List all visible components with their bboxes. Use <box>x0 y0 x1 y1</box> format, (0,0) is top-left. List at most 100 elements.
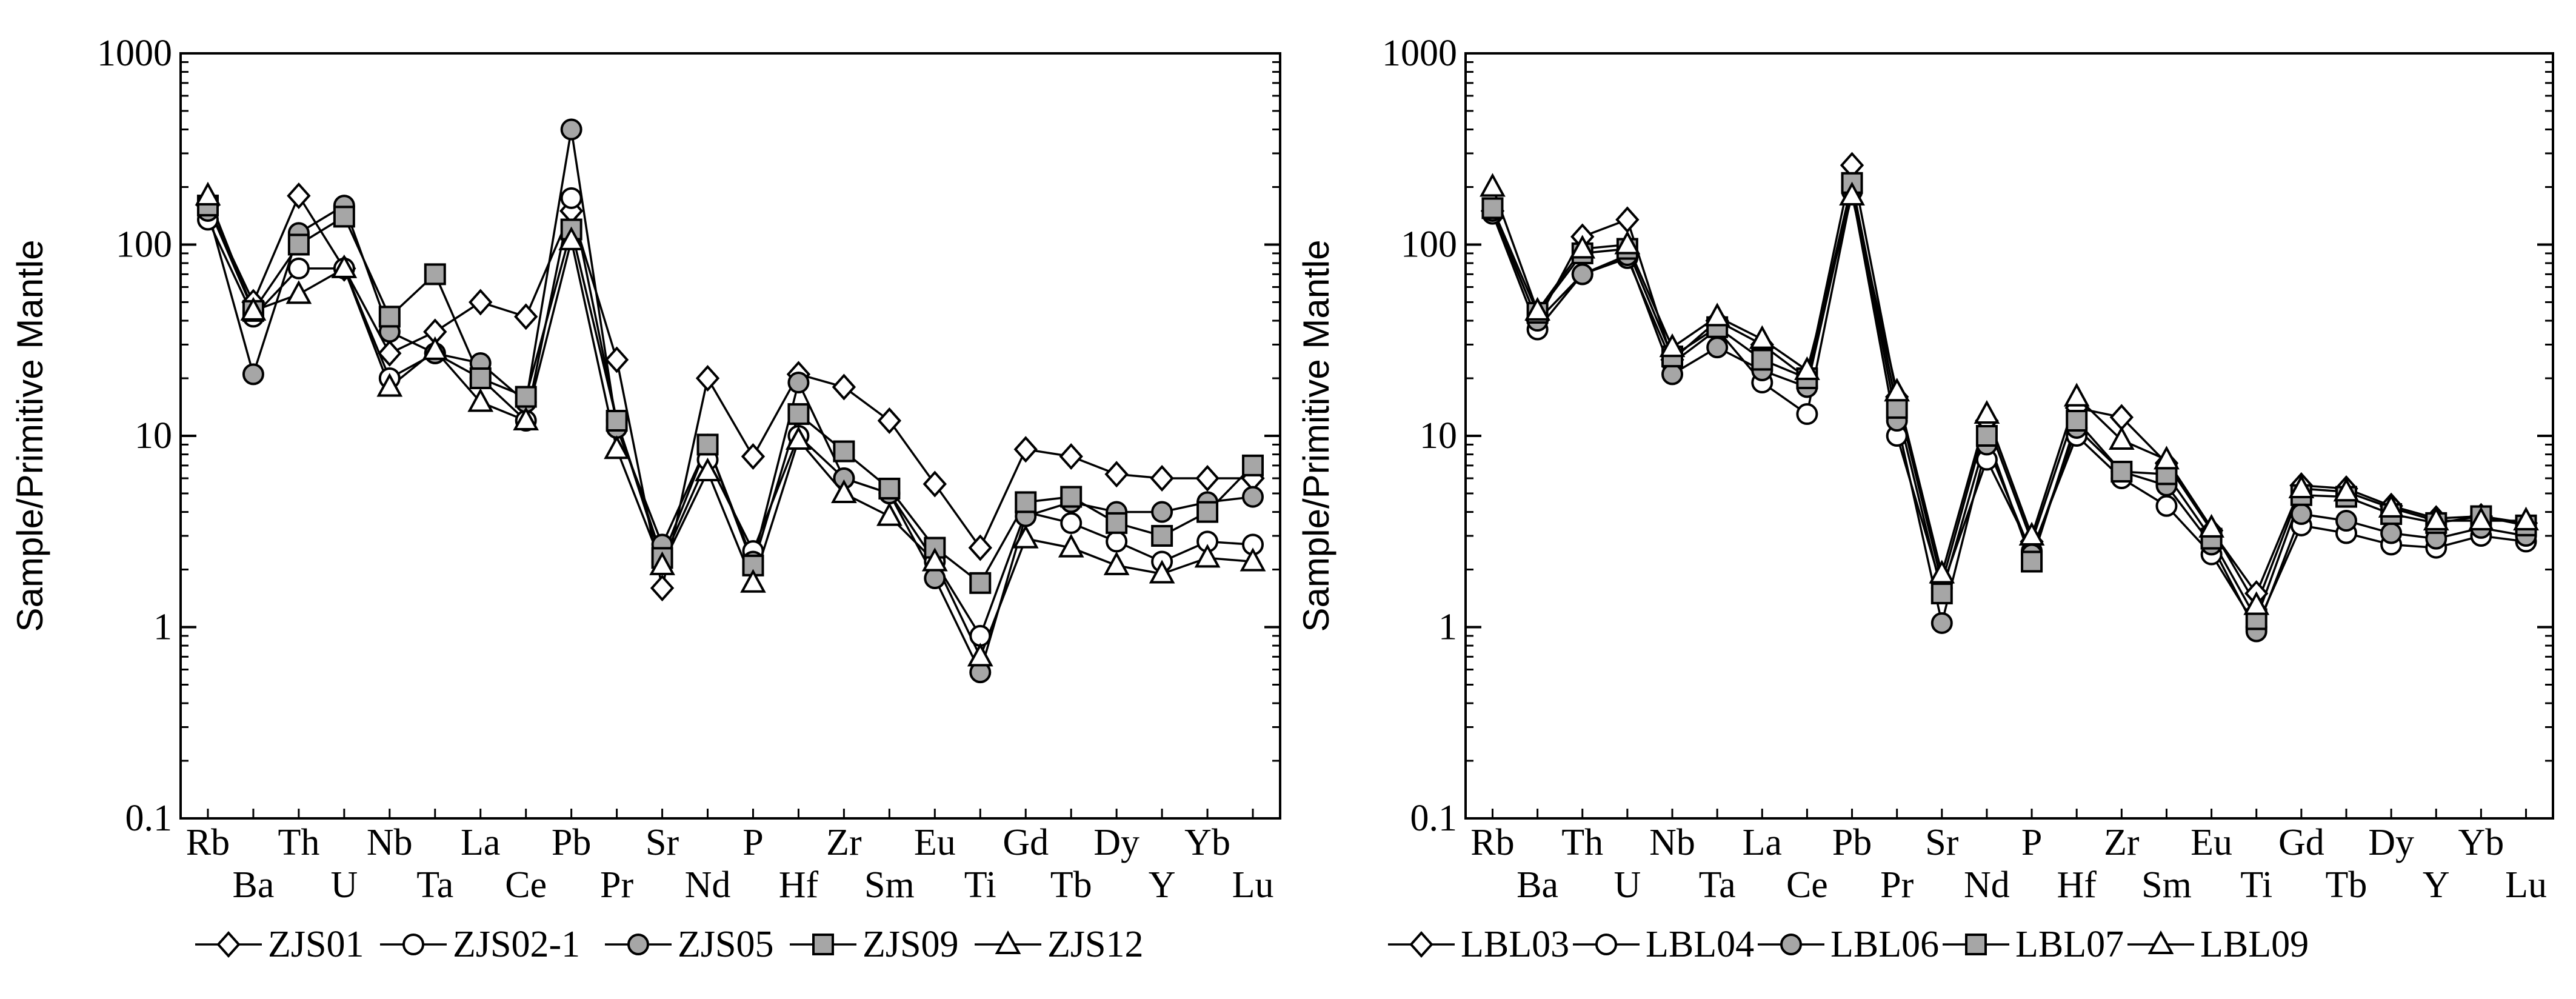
legend-marker-zjs12 <box>995 930 1021 954</box>
point-lbl09-u <box>1614 230 1641 255</box>
series-line-lbl04 <box>1491 191 2526 630</box>
point-lbl09-eu <box>2198 513 2224 538</box>
legend-item-zjs01: ZJS01 <box>195 924 364 965</box>
point-zjs12-ba <box>240 296 267 321</box>
point-zjs09-ta <box>424 263 446 286</box>
point-zjs01-yb <box>1195 464 1220 492</box>
y-tick-label: 100 <box>116 224 172 266</box>
point-zjs09-zr <box>833 440 855 463</box>
x-category-label-la: La <box>461 822 500 863</box>
point-zjs02-1-pb <box>560 187 582 209</box>
legend-label-zjs05: ZJS05 <box>678 924 773 965</box>
point-zjs12-lu <box>1240 547 1266 572</box>
x-category-label-ba: Ba <box>232 864 274 906</box>
point-zjs09-dy <box>1106 512 1128 534</box>
point-zjs12-pr <box>604 435 630 459</box>
point-lbl07-sr <box>1930 582 1953 604</box>
x-category-label-eu: Eu <box>2191 822 2232 863</box>
x-category-label-pb: Pb <box>1832 822 1872 863</box>
x-category-label-hf: Hf <box>2057 864 2097 906</box>
point-lbl09-pr <box>1884 378 1910 402</box>
point-lbl09-ta <box>1704 302 1730 327</box>
point-zjs09-la <box>469 367 492 390</box>
x-category-label-ti: Ti <box>964 864 996 906</box>
point-zjs09-pr <box>606 410 628 432</box>
point-lbl09-sr <box>1929 560 1955 584</box>
legend-label-zjs01: ZJS01 <box>268 924 364 965</box>
legend-label-zjs09: ZJS09 <box>863 924 958 965</box>
point-lbl04-sm <box>2155 495 2178 517</box>
y-tick-label: 1000 <box>1382 33 1457 74</box>
point-zjs01-sr <box>650 575 675 602</box>
point-zjs01-zr <box>832 373 856 401</box>
point-lbl07-nd <box>1975 425 1998 447</box>
legend-marker-zjs02-1 <box>402 934 424 955</box>
legend-marker-lbl03 <box>1409 931 1433 958</box>
point-zjs12-hf <box>786 426 812 450</box>
point-zjs09-hf <box>787 403 810 426</box>
point-lbl03-u <box>1615 206 1640 233</box>
x-category-label-nb: Nb <box>1649 822 1695 863</box>
x-category-label-ba: Ba <box>1517 864 1558 906</box>
point-zjs12-eu <box>921 547 948 572</box>
point-zjs12-dy <box>1103 551 1130 575</box>
point-zjs05-y <box>1151 501 1173 523</box>
point-zjs12-sr <box>649 551 675 575</box>
point-zjs12-rb <box>195 181 221 205</box>
point-zjs12-y <box>1149 560 1175 584</box>
point-zjs09-nb <box>378 306 401 328</box>
point-zjs01-y <box>1150 464 1174 492</box>
point-lbl09-la <box>1749 325 1775 349</box>
x-category-label-ce: Ce <box>505 864 547 906</box>
legend-item-lbl03: LBL03 <box>1388 924 1569 965</box>
x-category-label-pr: Pr <box>1880 864 1914 906</box>
x-category-label-yb: Yb <box>2458 822 2504 863</box>
legend-item-zjs05: ZJS05 <box>605 924 773 965</box>
x-category-label-sr: Sr <box>646 822 679 863</box>
point-zjs09-gd <box>1015 491 1037 513</box>
point-lbl04-ce <box>1796 403 1818 426</box>
x-category-label-p: P <box>742 822 763 863</box>
point-zjs02-1-tb <box>1060 512 1083 534</box>
legend-item-zjs09: ZJS09 <box>790 924 958 965</box>
x-category-label-dy: Dy <box>2368 822 2414 863</box>
x-category-label-lu: Lu <box>2505 864 2547 906</box>
x-category-label-la: La <box>1743 822 1782 863</box>
point-lbl07-rb <box>1481 197 1504 219</box>
legend-item-lbl06: LBL06 <box>1758 924 1939 965</box>
x-category-label-nd: Nd <box>1964 864 2010 906</box>
legend-marker-zjs05 <box>627 934 649 955</box>
point-zjs09-ti <box>969 572 992 594</box>
series-line-lbl03 <box>1491 165 2526 596</box>
point-zjs05-eu <box>924 567 946 589</box>
point-zjs01-nd <box>695 365 720 392</box>
x-category-label-tb: Tb <box>1050 864 1092 906</box>
x-category-label-p: P <box>2021 822 2042 863</box>
point-lbl09-dy <box>2378 493 2404 518</box>
point-lbl09-sm <box>2154 446 2180 470</box>
point-zjs12-ti <box>967 643 993 667</box>
point-zjs12-p <box>740 569 766 593</box>
point-lbl09-zr <box>2108 426 2135 450</box>
point-lbl06-gd <box>2290 503 2312 526</box>
legend-label-zjs02-1: ZJS02-1 <box>453 924 580 965</box>
point-lbl09-ce <box>1794 356 1820 380</box>
point-zjs09-tb <box>1060 486 1083 508</box>
legend: ZJS01 ZJS02-1 ZJS05 ZJS09 ZJS12 <box>195 924 1143 965</box>
point-lbl06-nb <box>1661 363 1684 386</box>
legend-label-zjs12: ZJS12 <box>1047 924 1143 965</box>
point-zjs01-la <box>469 289 493 316</box>
x-category-label-ce: Ce <box>1786 864 1828 906</box>
point-zjs01-sm <box>877 407 902 435</box>
point-zjs12-yb <box>1194 544 1221 568</box>
x-category-label-ti: Ti <box>2240 864 2272 906</box>
legend-label-lbl03: LBL03 <box>1461 924 1569 965</box>
point-zjs09-nd <box>696 433 719 456</box>
point-lbl09-lu <box>2513 506 2539 530</box>
point-zjs09-y <box>1151 524 1173 547</box>
x-category-label-y: Y <box>1149 864 1176 906</box>
point-zjs12-zr <box>831 479 857 503</box>
point-lbl07-p <box>2021 550 2043 573</box>
left-spidergram-chart: 1000 100 10 1 0.1 Sample/Primitive Mantle RbBa… <box>10 33 1281 965</box>
point-zjs05-ba <box>242 363 264 386</box>
